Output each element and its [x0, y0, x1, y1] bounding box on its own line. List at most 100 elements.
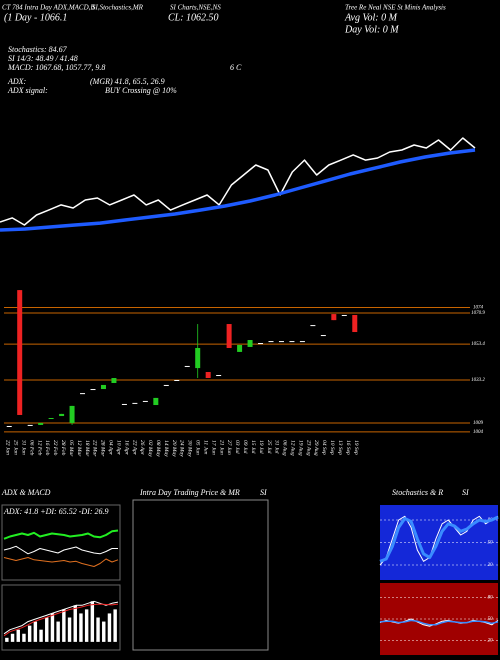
candle-body: [38, 422, 44, 425]
avg-volume: Avg Vol: 0 M: [344, 12, 398, 23]
candle-body: [320, 335, 326, 337]
histogram-bar: [5, 637, 9, 642]
candle-body: [27, 424, 33, 426]
x-tick-label: 17 Jun: [210, 440, 216, 455]
candle-body: [6, 425, 12, 427]
x-tick-label: 25 Jan: [13, 440, 19, 455]
histogram-bar: [45, 617, 49, 642]
x-tick-label: 16 Feb: [44, 440, 50, 456]
x-tick-label: 23 Aug: [305, 440, 311, 456]
candle-body: [341, 314, 347, 316]
x-tick-label: 22 Apr: [131, 440, 137, 456]
candle-body: [17, 290, 23, 415]
candle-body: [69, 405, 75, 423]
x-tick-label: 19 Aug: [297, 440, 303, 456]
x-tick-label: 04 Apr: [108, 440, 115, 456]
y-tick-label: 1004: [473, 430, 484, 435]
series-line: [0, 148, 476, 232]
candle-body: [111, 378, 117, 384]
x-tick-label: 06 Feb: [28, 440, 34, 456]
histogram-bar: [56, 621, 60, 642]
panel-border: [1, 504, 121, 581]
stat: MACD: 1067.68, 1057.77, 9.8: [7, 63, 105, 72]
panel-border: [1, 584, 121, 651]
histogram-bar: [27, 625, 32, 642]
histogram-bar: [84, 609, 89, 642]
panel-background: [380, 583, 498, 655]
panel-title: Intra Day Trading Price & MR: [139, 488, 240, 497]
x-tick-label: 26 Apr: [139, 440, 145, 456]
candle-body: [153, 397, 159, 406]
x-tick-label: 19 Sep: [353, 440, 359, 455]
series-line: [3, 529, 119, 540]
x-tick-label: 28 Feb: [60, 440, 66, 456]
y-tick-label: 1053.4: [471, 342, 485, 347]
x-tick-label: 05 Jun: [195, 440, 201, 455]
adx-signal: BUY Crossing @ 10%: [105, 86, 177, 95]
x-tick-label: 12 Mar: [76, 440, 82, 457]
adx-signal-label: ADX signal:: [7, 86, 48, 95]
stat: Stochastics: 84.67: [8, 45, 68, 54]
y-tick-label: 20: [488, 639, 494, 644]
histogram-bar: [10, 633, 15, 642]
series-line: [3, 600, 119, 635]
panel-subtitle: SI: [260, 488, 267, 497]
candle-body: [132, 402, 138, 404]
candle-body: [289, 341, 295, 343]
candle-body: [310, 325, 316, 327]
y-tick-label: 1074: [473, 306, 484, 311]
histogram-bar: [33, 621, 38, 642]
candle-body: [59, 413, 65, 417]
x-tick-label: 31 Jul: [274, 439, 280, 454]
x-tick-label: 13 Sep: [337, 440, 343, 455]
panel-title: Stochastics & R: [392, 488, 443, 497]
candle-body: [80, 393, 86, 395]
x-tick-label: 14 May: [163, 440, 170, 457]
panel-title: ADX & MACD: [1, 488, 51, 497]
x-tick-label: 12 Aug: [289, 440, 295, 456]
adx-value: (MGR) 41.8, 65.5, 26.9: [90, 77, 165, 86]
histogram-bar: [67, 617, 72, 642]
day-volume: Day Vol: 0 M: [344, 24, 399, 35]
y-tick-label: 1033.2: [471, 378, 485, 383]
candle-body: [247, 340, 253, 347]
panel-subtitle: ADX: 41.8 +DI: 65.52 -DI: 26.9: [3, 507, 109, 516]
candle-body: [90, 389, 96, 391]
header-text: SI Charts,NSE,NS: [170, 4, 221, 12]
candle-body: [278, 341, 284, 343]
series-line: [3, 603, 119, 637]
histogram-bar: [113, 609, 117, 642]
day-price: (1 Day - 1066.1: [4, 12, 67, 23]
y-tick-label: 50: [488, 617, 494, 622]
candle-body: [226, 324, 232, 349]
candle-body: [237, 344, 243, 352]
candle-body: [205, 371, 211, 379]
header-text: SI,Stochastics,MR: [92, 4, 144, 12]
x-tick-label: 16 Apr: [123, 440, 129, 456]
x-tick-label: 22 Mar: [92, 440, 98, 457]
panel-border: [132, 499, 269, 651]
histogram-bar: [73, 605, 77, 642]
x-tick-label: 27 Jun: [226, 440, 232, 455]
x-tick-label: 30 May: [187, 439, 193, 457]
x-tick-label: 29 Aug: [313, 440, 319, 456]
x-tick-label: 22 Feb: [52, 440, 58, 456]
x-tick-label: 02 May: [147, 440, 153, 457]
x-tick-label: 25 Jul: [266, 440, 272, 454]
x-tick-label: 15 Jul: [250, 440, 256, 454]
x-tick-label: 03 Jul: [234, 440, 240, 454]
series-line: [379, 619, 499, 626]
histogram-bar: [62, 609, 66, 642]
x-tick-label: 16 Sep: [345, 440, 351, 455]
x-tick-label: 28 Mar: [100, 440, 106, 457]
x-tick-label: 04 Sep: [321, 440, 328, 455]
series-line: [379, 515, 499, 566]
candle-body: [268, 341, 274, 343]
x-tick-label: 31 Jan: [21, 439, 27, 455]
x-tick-label: 12 Feb: [36, 440, 42, 456]
candle-body: [163, 384, 169, 386]
candle-body: [100, 384, 106, 390]
y-tick-label: 20: [488, 563, 494, 568]
